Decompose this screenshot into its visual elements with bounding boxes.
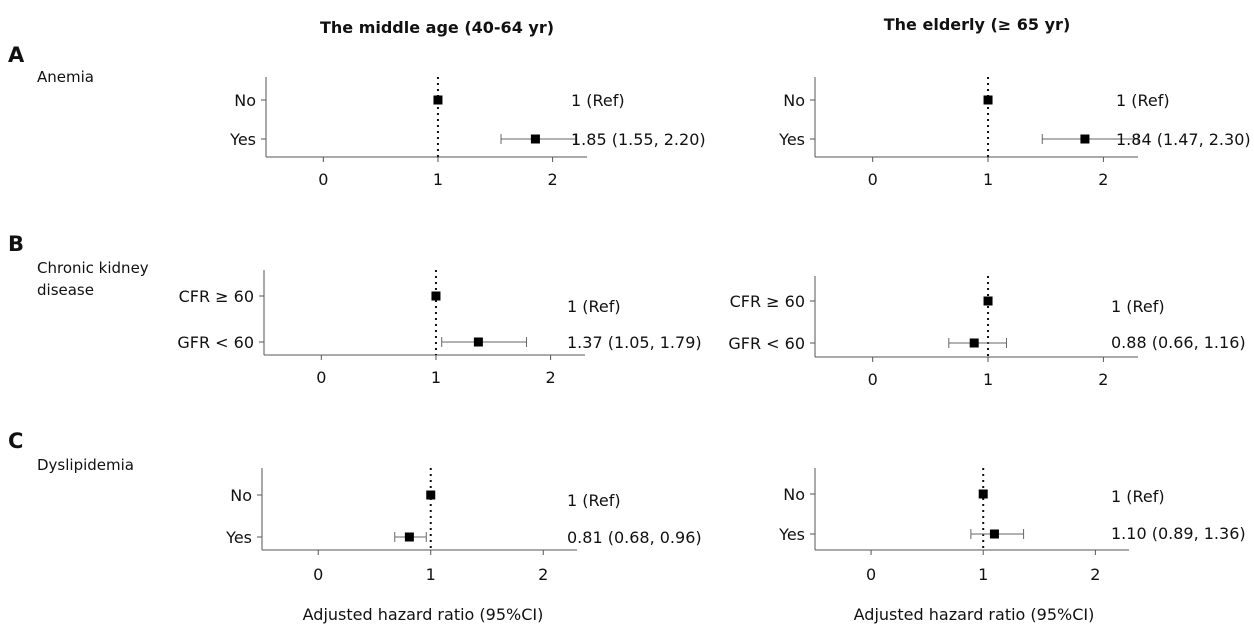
x-tick-label: 0 [316, 368, 326, 387]
estimate-label: 1 (Ref) [571, 91, 625, 110]
estimate-label: 1 (Ref) [1111, 487, 1165, 506]
category-label: No [783, 91, 805, 110]
x-tick-label: 1 [426, 565, 436, 584]
x-tick-label: 2 [1098, 170, 1108, 189]
forest-panel-a-middle-age: 0 1 2 No 1 (Ref) Yes 1.85 (1.55, 2.20) [229, 77, 706, 189]
estimate-point [426, 490, 436, 500]
estimate-label: 1 (Ref) [1116, 91, 1170, 110]
x-tick-label: 1 [983, 370, 993, 389]
estimate-point [969, 338, 979, 348]
estimate-point [433, 95, 443, 105]
category-label: CFR ≥ 60 [730, 292, 805, 311]
forest-panel-b-elderly: 0 1 2 CFR ≥ 60 1 (Ref) GFR < 60 0.88 (0.66, 1.… [728, 276, 1246, 389]
estimate-point [983, 296, 993, 306]
x-tick-label: 0 [868, 370, 878, 389]
estimate-label: 1.10 (0.89, 1.36) [1111, 524, 1246, 543]
x-axis-label-elderly: Adjusted hazard ratio (95%CI) [854, 605, 1095, 624]
column-title-elderly: The elderly (≥ 65 yr) [884, 15, 1071, 34]
x-tick-label: 0 [313, 565, 323, 584]
x-axis-label-middle-age: Adjusted hazard ratio (95%CI) [303, 605, 544, 624]
x-tick-label: 1 [433, 170, 443, 189]
x-tick-label: 2 [1098, 370, 1108, 389]
estimate-label: 0.81 (0.68, 0.96) [567, 528, 702, 547]
forest-panel-c-elderly: 0 1 2 No 1 (Ref) Yes 1.10 (0.89, 1.36) [778, 468, 1246, 584]
panel-letter-b: B [8, 232, 24, 256]
x-tick-label: 0 [866, 565, 876, 584]
x-tick-label: 2 [548, 170, 558, 189]
row-title-ckd-line2: disease [37, 281, 94, 299]
estimate-label: 1 (Ref) [567, 297, 621, 316]
row-title-chronic-kidney-disease: Chronic kidney disease [37, 259, 153, 299]
category-label: GFR < 60 [177, 333, 254, 352]
forest-panel-c-middle-age: 0 1 2 No 1 (Ref) Yes 0.81 (0.68, 0.96) [225, 468, 702, 584]
estimate-point [431, 291, 441, 301]
estimate-point [404, 532, 414, 542]
estimate-point [983, 95, 993, 105]
estimate-point [1080, 134, 1090, 144]
row-title-dyslipidemia: Dyslipidemia [37, 456, 134, 474]
row-title-ckd-line1: Chronic kidney [37, 259, 149, 277]
estimate-label: 1.37 (1.05, 1.79) [567, 333, 702, 352]
x-tick-label: 2 [538, 565, 548, 584]
category-label: Yes [778, 525, 805, 544]
category-label: No [230, 486, 252, 505]
forest-panels: 0 1 2 No 1 (Ref) Yes 1.85 (1.55, 2.20) 0 1 2 No 1 (… [177, 77, 1251, 584]
x-tick-label: 1 [978, 565, 988, 584]
estimate-label: 1.85 (1.55, 2.20) [571, 130, 706, 149]
category-label: No [783, 485, 805, 504]
category-label: Yes [778, 130, 805, 149]
x-tick-label: 2 [546, 368, 556, 387]
panel-letter-a: A [8, 43, 25, 67]
panel-letter-c: C [8, 429, 23, 453]
x-tick-label: 1 [431, 368, 441, 387]
forest-panel-a-elderly: 0 1 2 No 1 (Ref) Yes 1.84 (1.47, 2.30) [778, 77, 1251, 189]
x-tick-label: 1 [983, 170, 993, 189]
estimate-point [530, 134, 540, 144]
estimate-label: 1.84 (1.47, 2.30) [1116, 130, 1251, 149]
column-title-middle-age: The middle age (40-64 yr) [320, 18, 554, 37]
estimate-point [989, 529, 999, 539]
x-tick-label: 0 [318, 170, 328, 189]
x-tick-label: 0 [868, 170, 878, 189]
category-label: CFR ≥ 60 [179, 287, 254, 306]
category-label: Yes [229, 130, 256, 149]
forest-panel-b-middle-age: 0 1 2 CFR ≥ 60 1 (Ref) GFR < 60 1.37 (1.05, 1.… [177, 270, 702, 387]
estimate-label: 0.88 (0.66, 1.16) [1111, 333, 1246, 352]
estimate-label: 1 (Ref) [567, 491, 621, 510]
category-label: No [234, 91, 256, 110]
x-tick-label: 2 [1090, 565, 1100, 584]
category-label: GFR < 60 [728, 334, 805, 353]
estimate-label: 1 (Ref) [1111, 297, 1165, 316]
category-label: Yes [225, 528, 252, 547]
estimate-point [473, 337, 483, 347]
estimate-point [978, 489, 988, 499]
row-title-anemia: Anemia [37, 68, 94, 86]
